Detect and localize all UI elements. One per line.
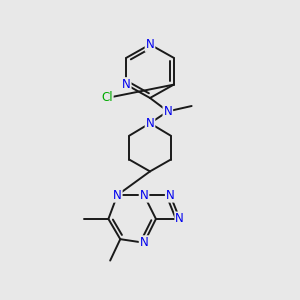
Text: N: N [113,189,122,202]
Text: N: N [166,189,175,202]
Text: N: N [146,38,154,51]
Text: N: N [122,78,130,91]
Text: N: N [146,117,154,130]
Text: N: N [140,189,148,202]
Text: Cl: Cl [101,92,113,104]
Text: N: N [175,212,184,226]
Text: N: N [164,105,172,118]
Text: N: N [140,236,148,249]
